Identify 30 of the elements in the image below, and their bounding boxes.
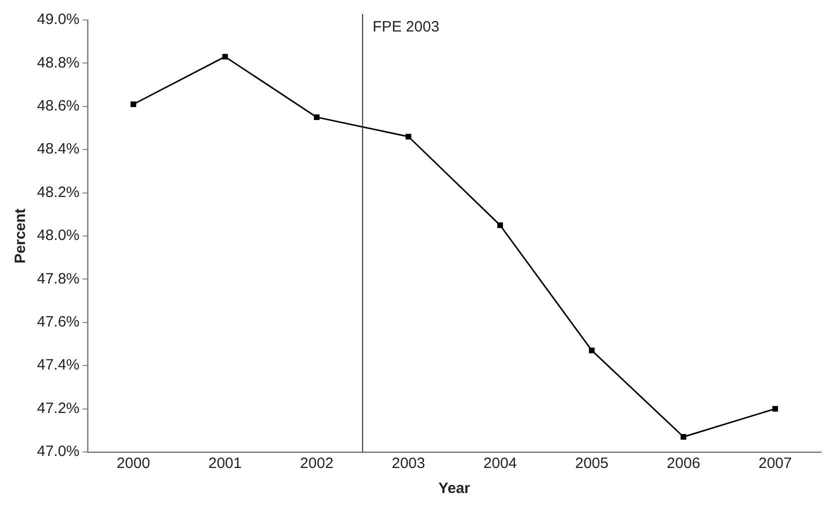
point — [680, 434, 686, 440]
y-tick-label: 49.0% — [36, 11, 80, 28]
point — [222, 54, 228, 60]
x-tick-label: 2007 — [758, 455, 792, 472]
x-tick-label: 2005 — [575, 455, 608, 472]
y-tick-label: 48.2% — [36, 184, 80, 201]
point — [130, 101, 136, 108]
point — [314, 114, 320, 120]
point — [497, 222, 503, 228]
x-tick-label: 2001 — [208, 455, 242, 472]
y-tick-label: 48.6% — [36, 98, 80, 115]
y-tick-label: 47.6% — [36, 314, 80, 331]
x-axis-title: Year — [438, 480, 470, 498]
x-tick-label: 2000 — [116, 455, 150, 472]
y-tick-label: 48.0% — [36, 227, 80, 244]
x-tick-label: 2006 — [666, 455, 700, 472]
y-tick-label: 47.4% — [36, 356, 80, 374]
y-tick-label: 47.2% — [36, 400, 80, 417]
x-tick-label: 2004 — [483, 455, 517, 472]
y-tick-label: 47.0% — [36, 443, 80, 460]
y-axis-title: Percent — [12, 208, 30, 264]
ref-line-label: FPE 2003 — [372, 18, 440, 36]
point — [588, 348, 595, 354]
y-tick-label: 48.8% — [36, 54, 80, 72]
y-tick-label: 48.4% — [36, 140, 80, 158]
x-tick-label: 2003 — [392, 455, 426, 472]
x-tick-label: 2002 — [300, 455, 334, 472]
point — [406, 134, 412, 140]
point — [772, 406, 778, 412]
y-tick-label: 47.8% — [36, 270, 80, 288]
